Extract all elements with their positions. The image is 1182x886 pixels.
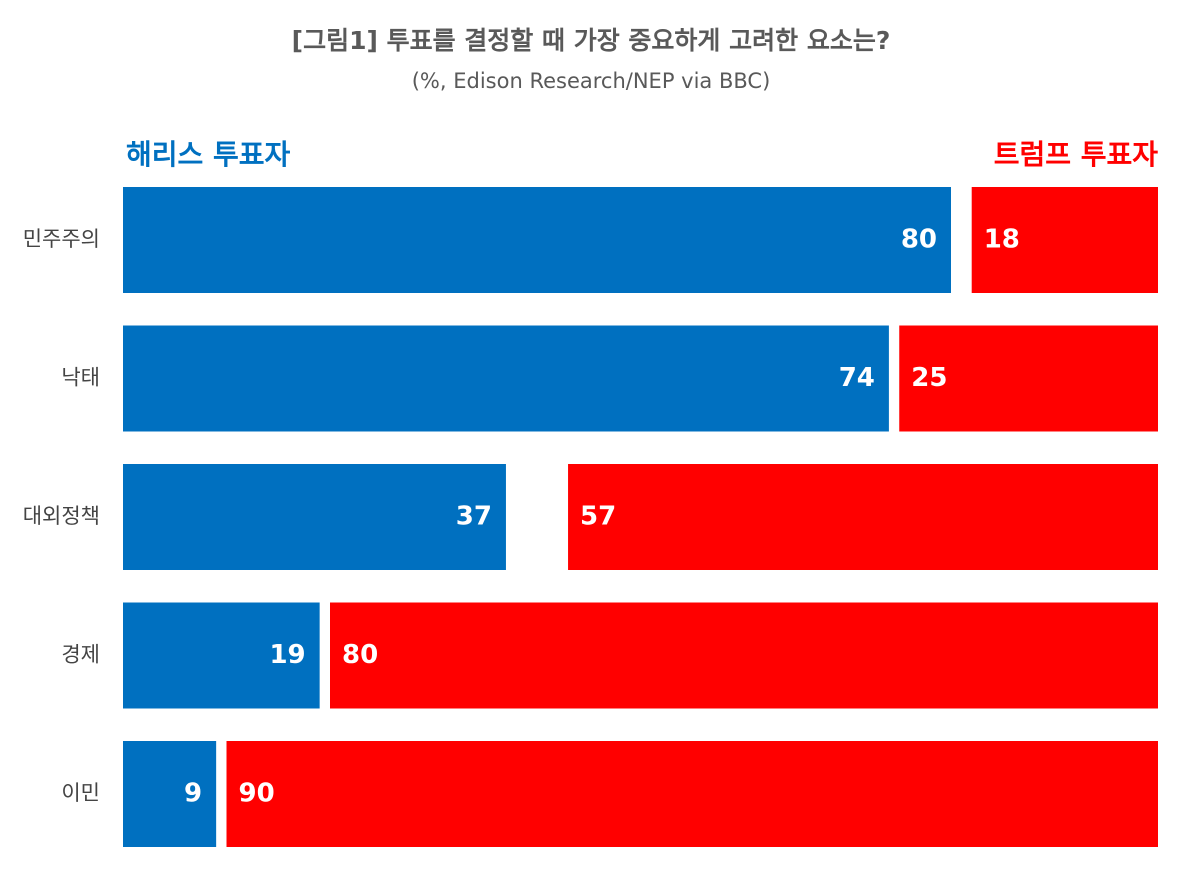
bar [971, 187, 1158, 293]
legend-left: 해리스 투표자 [126, 138, 291, 171]
bar [123, 187, 951, 293]
value-label: 9 [184, 779, 202, 809]
value-label: 74 [839, 363, 875, 393]
legend-right: 트럼프 투표자 [994, 138, 1159, 171]
y-tick-label: 경제 [61, 643, 100, 667]
value-label: 90 [239, 779, 275, 809]
bar [226, 741, 1158, 847]
bar [123, 741, 217, 847]
chart-subtitle: (%, Edison Research/NEP via BBC) [412, 69, 771, 93]
y-tick-label: 대외정책 [23, 504, 100, 528]
y-tick-label: 이민 [61, 781, 100, 805]
value-label: 80 [342, 640, 378, 670]
y-tick-label: 민주주의 [23, 227, 100, 251]
value-label: 80 [901, 225, 937, 255]
value-label: 25 [911, 363, 947, 393]
value-label: 19 [269, 640, 305, 670]
bar [330, 602, 1158, 709]
value-label: 57 [580, 502, 616, 532]
bar [123, 464, 506, 570]
value-label: 37 [456, 502, 492, 532]
bar [899, 325, 1158, 432]
bar [123, 602, 320, 709]
chart-title: [그림1] 투표를 결정할 때 가장 중요하게 고려한 요소는? [292, 26, 891, 55]
value-label: 18 [984, 225, 1020, 255]
bar [123, 325, 889, 432]
y-tick-label: 낙태 [61, 366, 100, 390]
bar [568, 464, 1158, 570]
